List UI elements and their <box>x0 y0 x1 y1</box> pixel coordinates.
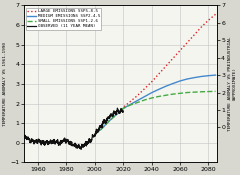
Y-axis label: TEMPERATURE ANOMALY VS 1961-1990: TEMPERATURE ANOMALY VS 1961-1990 <box>3 42 7 126</box>
Y-axis label: TEMPERATURE ANOMALY VS PREINDUSTRIAL
(APPROXIMATE): TEMPERATURE ANOMALY VS PREINDUSTRIAL (AP… <box>228 37 237 131</box>
Legend: LARGE EMISSIONS SSP5-8.5, MEDIUM EMISSIONS SSP2-4.5, SMALL EMISSIONS SSP1-2.6, O: LARGE EMISSIONS SSP5-8.5, MEDIUM EMISSIO… <box>26 8 102 30</box>
